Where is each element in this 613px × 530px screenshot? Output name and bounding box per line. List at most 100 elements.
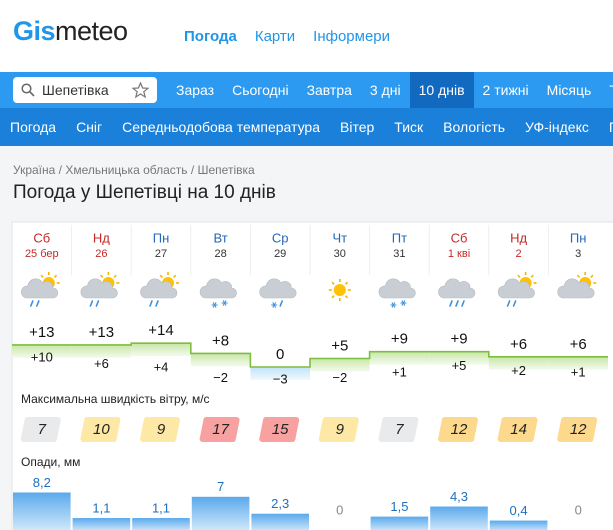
date: 29 — [274, 248, 286, 260]
nav-link[interactable]: Інформери — [313, 28, 391, 45]
temp-fill — [12, 344, 72, 358]
sub-nav-link[interactable]: Тиск — [394, 119, 424, 135]
header: Gismeteo Погода Карти Інформери — [0, 0, 613, 72]
date: 31 — [393, 248, 405, 260]
precip-value: 0,4 — [510, 503, 528, 518]
wind-badge — [438, 416, 478, 443]
wind-value: 15 — [272, 421, 289, 438]
precip-bar — [72, 518, 131, 530]
sub-nav: Погода Сніг Середньодобова температура Віте… — [0, 108, 613, 146]
sub-nav-link[interactable]: Вологість — [443, 119, 506, 135]
temp-min: +10 — [31, 349, 53, 364]
weather-icon — [80, 272, 120, 307]
sun — [333, 284, 346, 296]
logo[interactable]: Gismeteo — [13, 16, 128, 47]
sun-ray — [113, 274, 117, 278]
tab[interactable]: Сьогодні — [232, 82, 289, 98]
wind-value: 12 — [570, 421, 587, 438]
wind-value: 9 — [157, 421, 166, 438]
wind-badge — [557, 416, 598, 443]
weekday: Пн — [570, 230, 587, 245]
tab[interactable]: Завтра — [306, 82, 352, 98]
temp-min: −3 — [273, 372, 288, 387]
temp-max: +8 — [212, 332, 229, 349]
sub-nav-link[interactable]: Вітер — [340, 119, 375, 135]
sun-ray — [344, 281, 349, 285]
wind-value: 9 — [336, 421, 345, 438]
wind-badge — [80, 416, 121, 443]
temp-max: +5 — [331, 337, 348, 354]
temp-fill — [429, 351, 489, 365]
temp-fill — [250, 367, 310, 380]
wind-badge — [378, 416, 419, 443]
sun-ray — [344, 295, 349, 299]
nav-link[interactable]: Погода — [184, 28, 237, 45]
precip-value: 1,1 — [92, 500, 110, 515]
temp-max: +13 — [29, 324, 54, 341]
rain-drop — [35, 300, 40, 307]
weekday: Вт — [213, 230, 227, 245]
sub-nav-link[interactable]: Погода — [10, 119, 57, 135]
temp-min: +1 — [571, 365, 586, 380]
weather-icon — [21, 272, 60, 307]
tab[interactable]: Ти — [600, 72, 613, 108]
nav-link[interactable]: Карти — [254, 28, 296, 45]
date: 26 — [95, 248, 107, 260]
sun-ray — [159, 274, 163, 278]
sub-nav-link[interactable]: Середньодобова температура — [122, 119, 320, 135]
temp-min: +2 — [511, 363, 526, 378]
sub-nav-link[interactable]: Сніг — [76, 119, 103, 135]
temp-min: +1 — [392, 365, 407, 380]
tab[interactable]: Місяць — [546, 82, 592, 98]
weather-icon — [378, 278, 416, 308]
rain-drop — [95, 300, 100, 307]
wind-badge — [140, 416, 180, 443]
rain-drop — [279, 300, 284, 307]
precip-bar — [430, 506, 488, 530]
cloud — [438, 278, 476, 299]
cloud — [259, 278, 297, 299]
tab[interactable]: Зараз — [176, 82, 215, 98]
precip-value: 4,3 — [450, 489, 468, 504]
favorite-icon[interactable] — [132, 82, 149, 98]
tabs: Зараз Сьогодні Завтра 3 дні 10 днів 2 тижні Мі… — [167, 72, 613, 108]
wind-value: 10 — [93, 421, 110, 438]
sub-nav-link[interactable]: Г/ — [608, 119, 613, 135]
temp-min: +6 — [94, 356, 109, 371]
precip-bar — [370, 516, 429, 530]
cloud — [199, 278, 237, 299]
cloud — [140, 278, 178, 299]
snow-flake — [222, 300, 227, 306]
precip-value: 0 — [575, 502, 582, 517]
tab[interactable]: 2 тижні — [482, 82, 529, 98]
date: 27 — [155, 248, 167, 260]
weekday: Сб — [33, 230, 50, 245]
temp-max: +14 — [148, 322, 173, 339]
precip-label: Опади, мм — [21, 455, 80, 469]
cloud — [21, 278, 59, 299]
rain-drop — [455, 300, 459, 307]
temp-max: +9 — [450, 331, 467, 348]
breadcrumbs[interactable]: Україна / Хмельницька область / Шепетівк… — [13, 163, 255, 177]
precip-bar — [191, 496, 250, 530]
precip-value: 2,3 — [271, 496, 289, 511]
page-title: Погода у Шепетівці на 10 днів — [13, 182, 276, 203]
sun-ray — [576, 274, 581, 278]
snow-flake — [272, 302, 277, 308]
wind-badge — [20, 416, 61, 443]
logo-part: Gis — [13, 16, 56, 46]
weather-icon — [199, 278, 237, 308]
tab[interactable]: 3 дні — [369, 82, 401, 98]
precip-bar — [251, 513, 309, 530]
search-box[interactable]: Шепетівка — [13, 77, 157, 103]
search-value: Шепетівка — [42, 82, 109, 98]
tab[interactable]: 10 днів — [409, 72, 474, 108]
temp-max: 0 — [276, 346, 284, 363]
rain-drop — [461, 300, 465, 307]
temp-line — [12, 342, 608, 368]
date: 3 — [575, 248, 581, 260]
sun-ray — [331, 295, 335, 299]
sun-ray — [530, 274, 534, 278]
sub-nav-link[interactable]: УФ-індекс — [525, 119, 589, 135]
logo-part: meteo — [55, 16, 128, 46]
